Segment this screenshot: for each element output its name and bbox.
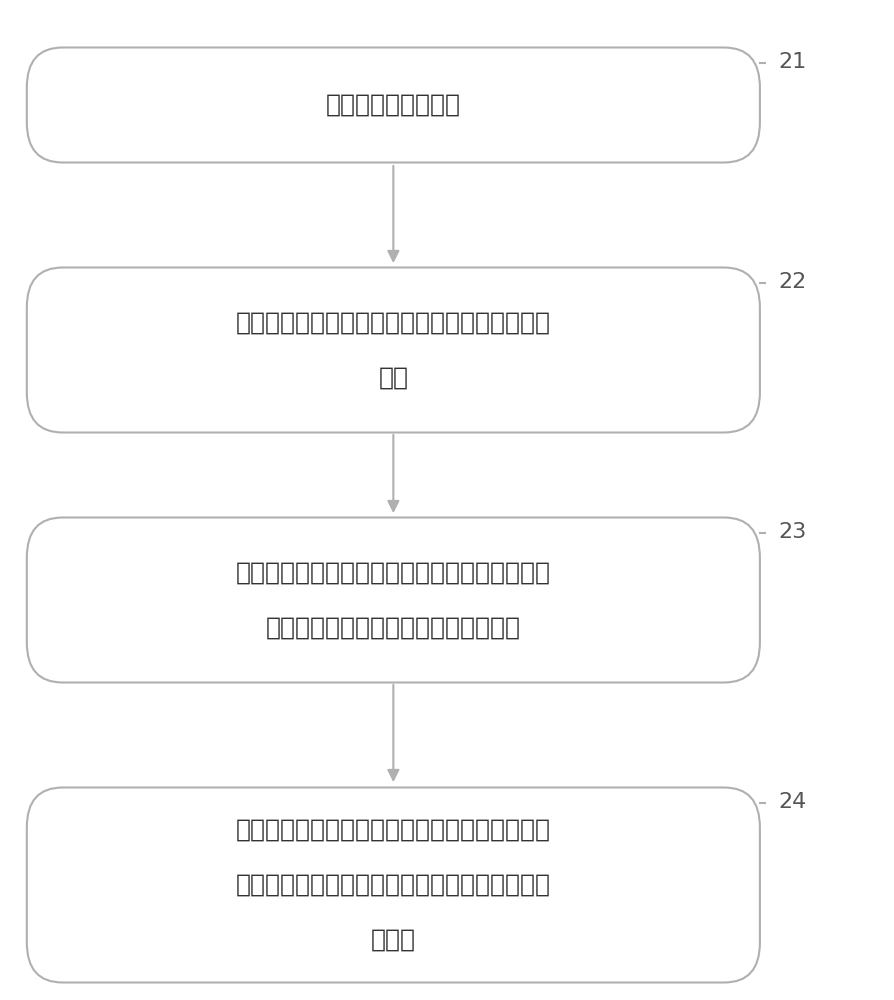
Text: 24: 24 xyxy=(779,792,807,812)
Text: 脉冲: 脉冲 xyxy=(378,365,409,389)
Text: 23: 23 xyxy=(779,522,807,542)
FancyBboxPatch shape xyxy=(27,518,760,682)
Text: 将光脉冲射向滤光面: 将光脉冲射向滤光面 xyxy=(325,93,461,117)
FancyBboxPatch shape xyxy=(27,788,760,982)
Text: 通过反射面或滤光面对透射光脉冲和反射光脉冲: 通过反射面或滤光面对透射光脉冲和反射光脉冲 xyxy=(236,818,551,842)
Text: 通过反射面和滤光面对透射光脉冲和反射光脉冲: 通过反射面和滤光面对透射光脉冲和反射光脉冲 xyxy=(236,560,551,584)
FancyBboxPatch shape xyxy=(27,267,760,432)
Text: 进行反向反射，至光脉冲以相同路径传播回初始: 进行反向反射，至光脉冲以相同路径传播回初始 xyxy=(236,873,551,897)
Text: 22: 22 xyxy=(779,272,807,292)
Text: 进行正向反射，至光脉冲垂直于反射面: 进行正向反射，至光脉冲垂直于反射面 xyxy=(266,615,521,640)
Text: 通过滤光片将光脉冲分割成透射光脉冲和反射光: 通过滤光片将光脉冲分割成透射光脉冲和反射光 xyxy=(236,310,551,334)
Text: 入射点: 入射点 xyxy=(371,928,416,952)
FancyBboxPatch shape xyxy=(27,47,760,162)
Text: 21: 21 xyxy=(779,52,807,73)
